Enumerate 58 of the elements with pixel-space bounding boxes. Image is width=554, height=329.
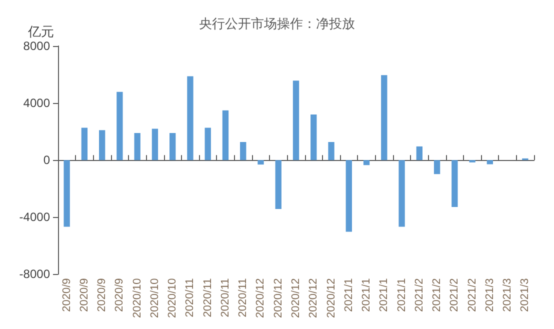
bar bbox=[116, 92, 123, 160]
x-tick-label: 2020/10 bbox=[166, 278, 179, 318]
bar bbox=[204, 128, 211, 160]
x-tick-label: 2021/1 bbox=[360, 278, 373, 312]
chart-title: 央行公开市场操作：净投放 bbox=[199, 16, 355, 31]
y-tick-label: -8000 bbox=[19, 267, 50, 282]
x-tick-label: 2020/12 bbox=[290, 278, 302, 318]
x-tick-label: 2021/1 bbox=[396, 278, 408, 312]
x-tick-label: 2021/1 bbox=[378, 278, 390, 312]
x-tick-label: 2020/9 bbox=[60, 278, 73, 312]
bar bbox=[240, 142, 246, 160]
y-tick-label: -4000 bbox=[19, 210, 50, 224]
bar bbox=[275, 160, 282, 210]
bar bbox=[98, 130, 106, 160]
x-tick-label: 2021/2 bbox=[466, 278, 478, 312]
x-tick-label: 2020/11 bbox=[184, 278, 196, 318]
bar bbox=[381, 75, 388, 160]
bar bbox=[152, 128, 158, 160]
x-tick-label: 2020/12 bbox=[308, 278, 320, 318]
x-tick-label: 2020/11 bbox=[237, 278, 250, 318]
x-tick-label: 2020/11 bbox=[219, 278, 232, 318]
bar bbox=[222, 110, 229, 160]
bar bbox=[398, 160, 405, 227]
x-tick-label: 2021/1 bbox=[342, 278, 355, 312]
y-tick-label: 0 bbox=[43, 153, 50, 168]
bar bbox=[434, 160, 440, 174]
x-tick-label: 2021/3 bbox=[519, 278, 532, 312]
x-tick-label: 2020/12 bbox=[254, 278, 267, 318]
x-tick-label: 2020/9 bbox=[78, 278, 90, 312]
x-tick-label: 2021/3 bbox=[502, 278, 514, 312]
x-tick-label: 2021/3 bbox=[484, 278, 496, 312]
bar bbox=[416, 146, 422, 160]
x-tick-label: 2020/9 bbox=[96, 278, 108, 312]
bar bbox=[81, 128, 88, 160]
x-tick-label: 2021/2 bbox=[413, 278, 426, 312]
x-tick-label: 2020/10 bbox=[148, 278, 161, 318]
bar bbox=[64, 160, 70, 227]
bar bbox=[310, 114, 317, 160]
bar bbox=[187, 76, 194, 160]
bar bbox=[452, 160, 458, 208]
bar bbox=[346, 160, 352, 232]
bar bbox=[292, 80, 300, 160]
bar bbox=[258, 160, 264, 165]
bar bbox=[486, 160, 494, 164]
x-tick-label: 2021/2 bbox=[448, 278, 461, 312]
x-tick-label: 2020/12 bbox=[272, 278, 284, 318]
bar bbox=[134, 133, 140, 160]
x-tick-label: 2020/9 bbox=[114, 278, 126, 312]
x-tick-label: 2021/2 bbox=[431, 278, 444, 312]
y-tick-label: 4000 bbox=[23, 96, 50, 110]
y-axis-title: 亿元 bbox=[27, 24, 54, 39]
x-tick-label: 2020/10 bbox=[131, 278, 144, 318]
y-tick-label: 8000 bbox=[23, 39, 50, 53]
x-tick-label: 2020/11 bbox=[202, 278, 214, 318]
bar bbox=[170, 133, 176, 160]
bar bbox=[328, 142, 334, 160]
x-tick-label: 2020/12 bbox=[325, 278, 338, 318]
bar bbox=[363, 160, 370, 166]
